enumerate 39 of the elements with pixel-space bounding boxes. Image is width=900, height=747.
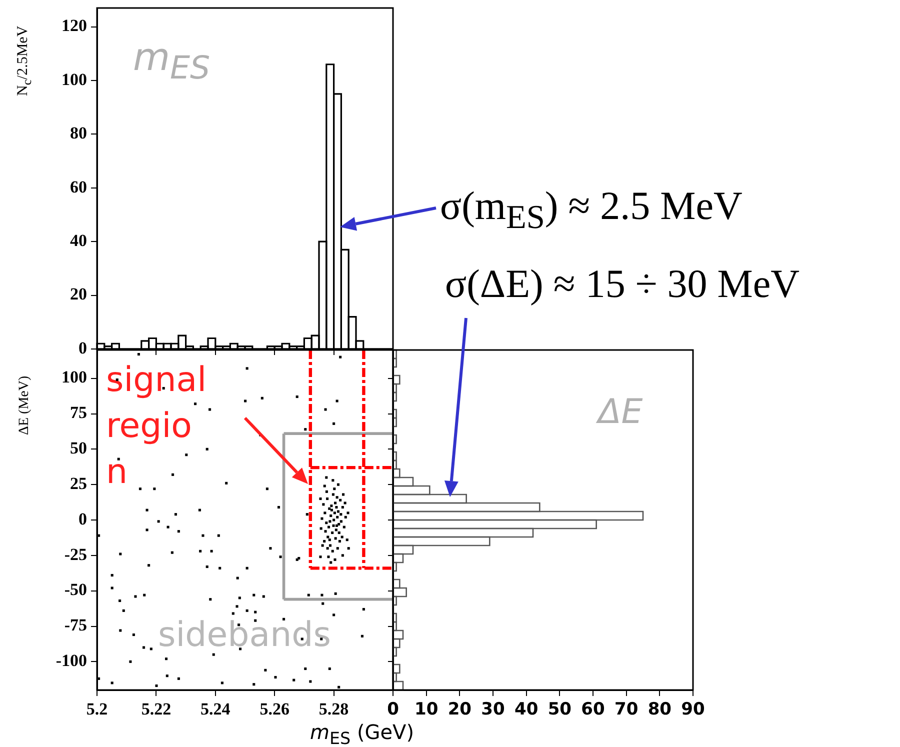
y-tick-label: 100 [62, 70, 87, 89]
y-tick-label: 100 [62, 368, 87, 387]
y-tick-label: -25 [64, 544, 87, 564]
annotation: m$_{ES}$ [133, 35, 210, 87]
y-tick-label: -75 [64, 616, 87, 635]
x-tick-label: 30 [481, 700, 505, 720]
y-tick-label: 75 [70, 403, 87, 422]
y-tick-label: -50 [64, 580, 87, 600]
x-tick-label: 20 [448, 700, 472, 720]
annotation: ΔE [598, 392, 643, 432]
x-tick-label: 40 [514, 700, 538, 720]
y-tick-label: 50 [70, 438, 87, 458]
y-axis-title: ΔE (MeV) [17, 376, 32, 435]
y-tick-label: 120 [62, 16, 87, 36]
x-tick-label: 90 [681, 700, 705, 720]
x-tick-label: 10 [414, 700, 438, 720]
x-tick-label: 5.22 [141, 700, 172, 719]
x-tick-label: 50 [548, 700, 572, 720]
annotation: sidebands [158, 615, 331, 655]
x-tick-label: 5.26 [260, 700, 290, 719]
x-tick-label: 80 [648, 700, 672, 720]
x-tick-label: 70 [614, 700, 638, 720]
y-tick-label: 80 [70, 124, 87, 143]
y-tick-label: 0 [78, 338, 87, 358]
x-tick-label: 60 [581, 700, 605, 720]
x-tick-label: 5.2 [86, 700, 108, 719]
y-tick-label: 60 [70, 177, 87, 196]
x-tick-label: 5.24 [200, 700, 231, 719]
x-tick-label: 5.28 [318, 700, 349, 719]
annotation: signal regio n [106, 359, 207, 494]
x-axis-title: m$_{ES}$ (GeV) [310, 720, 414, 747]
y-tick-label: 40 [70, 230, 87, 250]
text: σ(ΔE) ≈ 15 ÷ 30 MeV [445, 261, 800, 306]
y-tick-label: 25 [70, 474, 87, 493]
y-tick-label: 0 [78, 509, 87, 528]
text: σ(m$_{ES}$) ≈ 2.5 MeV [440, 183, 742, 236]
x-tick-label: 0 [387, 700, 400, 720]
y-tick-label: 20 [70, 284, 87, 304]
y-tick-label: -100 [56, 651, 87, 670]
